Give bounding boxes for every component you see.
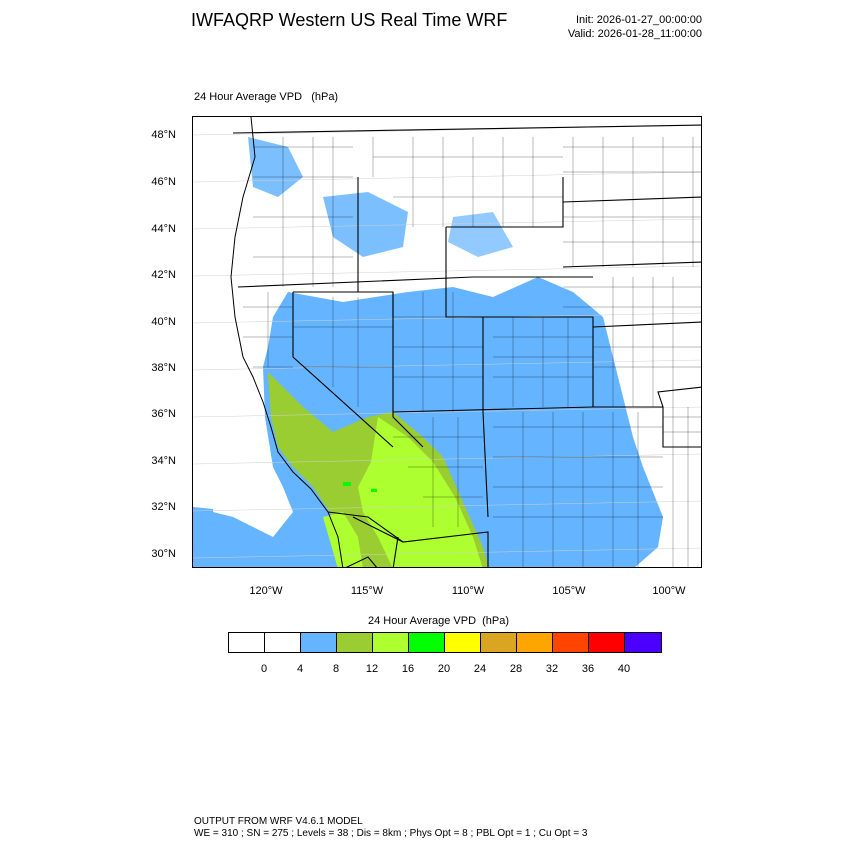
lat-label: 40°N	[151, 316, 176, 328]
colorbar-box	[481, 633, 517, 652]
state-boundaries	[232, 124, 701, 567]
colorbar-box	[337, 633, 373, 652]
lat-label: 36°N	[151, 408, 176, 420]
model-config: WE = 310 ; SN = 275 ; Levels = 38 ; Dis …	[194, 828, 588, 839]
lon-label: 120°W	[249, 585, 283, 597]
colorbar-box	[517, 633, 553, 652]
county-lines	[243, 137, 701, 567]
lat-label: 38°N	[151, 362, 176, 374]
colorbar-label: 4	[296, 663, 304, 675]
mexico-border	[327, 511, 404, 567]
lat-label: 30°N	[151, 548, 176, 560]
lon-label: 110°W	[451, 585, 485, 597]
colorbar-box	[589, 633, 625, 652]
footer: OUTPUT FROM WRF V4.6.1 MODEL WE = 310 ; …	[194, 816, 587, 840]
colorbar	[228, 632, 662, 653]
colorbar-box	[553, 633, 589, 652]
colorbar-box	[445, 633, 481, 652]
colorbar-label: 8	[332, 663, 340, 675]
lon-label: 115°W	[350, 585, 384, 597]
colorbar-label: 40	[617, 663, 631, 675]
colorbar-label: 16	[401, 663, 415, 675]
lat-label: 44°N	[151, 223, 176, 235]
lat-label: 42°N	[151, 269, 176, 281]
vpd-12-16-region	[323, 417, 483, 567]
graticule	[193, 124, 701, 559]
lon-label: 100°W	[652, 585, 686, 597]
chart-title: IWFAQRP Western US Real Time WRF	[191, 10, 508, 30]
colorbar-box	[265, 633, 301, 652]
colorbar-label: 28	[509, 663, 523, 675]
colorbar-box	[373, 633, 409, 652]
coastline	[230, 117, 344, 567]
valid-time: Valid: 2026-01-28_11:00:00	[567, 28, 702, 40]
vpd-map	[193, 117, 701, 567]
colorbar-box	[625, 633, 661, 652]
vpd-4-8-region	[193, 137, 663, 567]
plot-title: 24 Hour Average VPD (hPa)	[194, 91, 339, 103]
colorbar-label: 32	[545, 663, 559, 675]
colorbar-label: 20	[437, 663, 451, 675]
lon-label: 105°W	[552, 585, 586, 597]
colorbar-title: 24 Hour Average VPD (hPa)	[368, 615, 510, 627]
vpd-16-20-spots	[343, 482, 377, 492]
lat-label: 34°N	[151, 455, 176, 467]
init-time: Init: 2026-01-27_00:00:00	[576, 14, 702, 26]
lat-label: 46°N	[151, 176, 176, 188]
lat-label: 32°N	[151, 501, 176, 513]
colorbar-label: 12	[365, 663, 379, 675]
colorbar-box	[409, 633, 445, 652]
map-panel	[192, 116, 702, 568]
colorbar-box	[301, 633, 337, 652]
colorbar-box	[229, 633, 265, 652]
colorbar-label: 24	[473, 663, 487, 675]
lat-label: 48°N	[151, 129, 176, 141]
colorbar-label: 0	[260, 663, 268, 675]
run-info: Init: 2026-01-27_00:00:00 Valid: 2026-01…	[568, 13, 702, 41]
model-info: OUTPUT FROM WRF V4.6.1 MODEL	[194, 816, 363, 827]
colorbar-label: 36	[581, 663, 595, 675]
